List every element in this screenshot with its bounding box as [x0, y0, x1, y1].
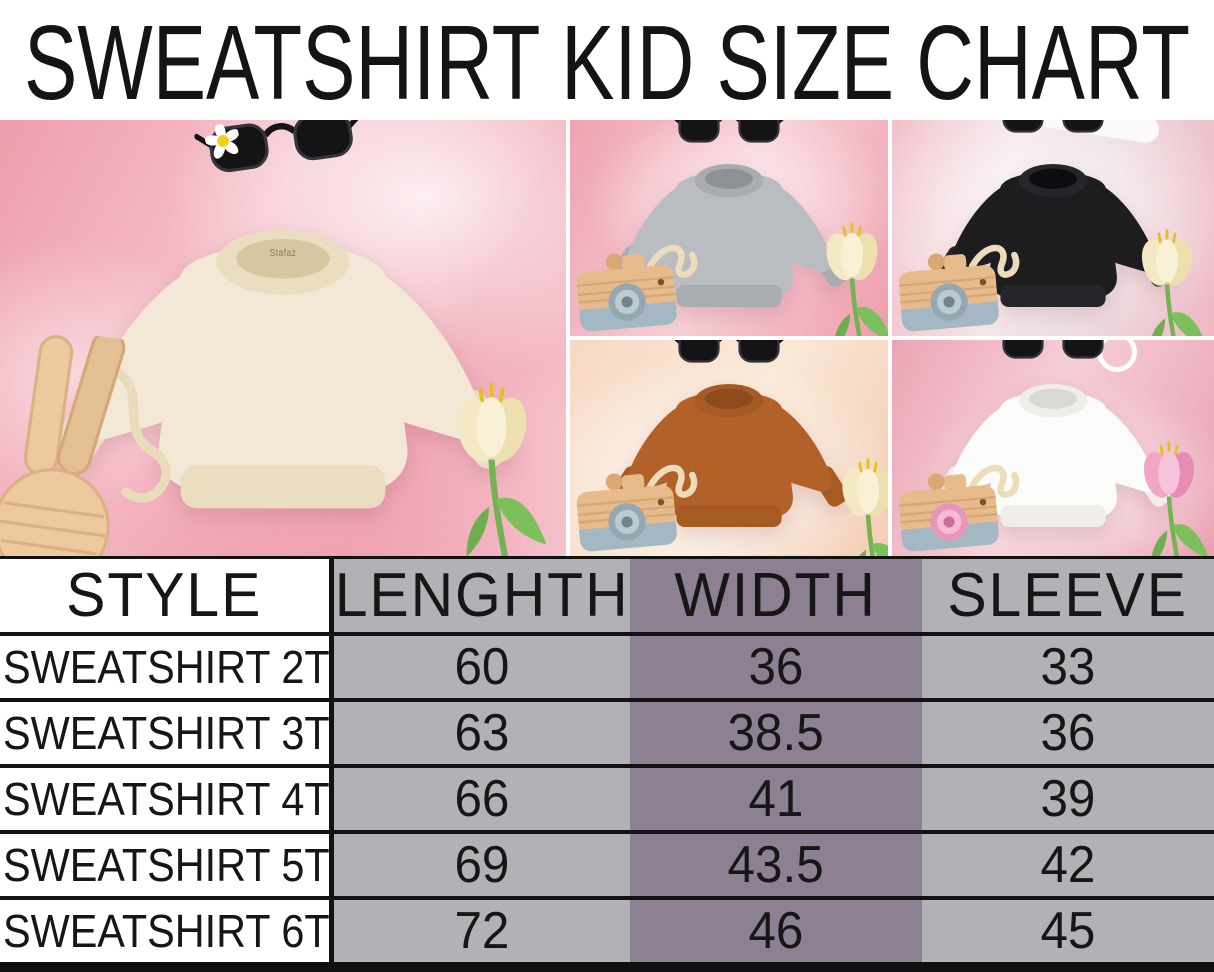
photo-white-sweatshirt — [892, 340, 1214, 556]
product-gallery: Stafaz — [0, 120, 1214, 556]
width-value: 36 — [748, 638, 804, 696]
photo-rust-sweatshirt — [570, 340, 888, 556]
title-graphic: SWEATSHIRT KID SIZE CHART — [24, 4, 1190, 118]
lenghth-value: 69 — [454, 836, 510, 894]
lenghth-value: 63 — [454, 704, 510, 762]
photo-gray-sweatshirt — [570, 120, 888, 336]
camera-toy-icon — [892, 453, 1038, 556]
sleeve-value: 33 — [1040, 638, 1096, 696]
camera-toy-icon — [570, 233, 716, 336]
wooden-bunny-toy-icon — [0, 330, 171, 556]
style-label: SWEATSHIRT 2T — [3, 641, 330, 693]
column-header-width: WIDTH — [630, 559, 922, 632]
style-cell: SWEATSHIRT 5T — [0, 834, 334, 896]
sleeve-value: 45 — [1040, 902, 1096, 960]
column-header-label: STYLE — [66, 561, 263, 630]
table-row-3t: SWEATSHIRT 3T 63 38.5 36 — [0, 698, 1214, 764]
table-row-5t: SWEATSHIRT 5T 69 43.5 42 — [0, 830, 1214, 896]
width-cell: 46 — [630, 900, 922, 962]
column-header-style: STYLE — [0, 559, 334, 632]
camera-toy-icon — [892, 233, 1038, 336]
title-band: SWEATSHIRT KID SIZE CHART — [0, 0, 1214, 120]
lenghth-cell: 72 — [334, 900, 630, 962]
sleeve-value: 42 — [1040, 836, 1096, 894]
tulip-flower-icon — [822, 454, 888, 556]
white-ring-icon — [1097, 340, 1137, 372]
width-value: 38.5 — [727, 704, 825, 762]
photo-black-sweatshirt — [892, 120, 1214, 336]
column-header-label: WIDTH — [674, 561, 878, 630]
sleeve-cell: 36 — [922, 702, 1214, 764]
tulip-flower-icon — [1122, 225, 1212, 336]
width-cell: 43.5 — [630, 834, 922, 896]
style-cell: SWEATSHIRT 6T — [0, 900, 334, 962]
tulip-flower-icon — [1124, 437, 1214, 556]
tulip-flower-icon — [806, 218, 888, 336]
gallery-column-middle — [570, 120, 888, 556]
style-label: SWEATSHIRT 5T — [3, 839, 330, 891]
width-cell: 41 — [630, 768, 922, 830]
width-cell: 38.5 — [630, 702, 922, 764]
sleeve-cell: 33 — [922, 636, 1214, 698]
column-header-label: LENGHTH — [334, 561, 630, 630]
sleeve-cell: 45 — [922, 900, 1214, 962]
column-header-sleeve: SLEEVE — [922, 559, 1214, 632]
width-cell: 36 — [630, 636, 922, 698]
style-label: SWEATSHIRT 4T — [3, 773, 330, 825]
table-row-6t: SWEATSHIRT 6T 72 46 45 — [0, 896, 1214, 962]
column-header-lenghth: LENGHTH — [334, 559, 630, 632]
style-cell: SWEATSHIRT 2T — [0, 636, 334, 698]
style-label: SWEATSHIRT 3T — [3, 707, 330, 759]
style-label: SWEATSHIRT 6T — [3, 905, 330, 957]
lenghth-cell: 69 — [334, 834, 630, 896]
sleeve-value: 36 — [1040, 704, 1096, 762]
tulip-flower-icon — [429, 377, 554, 557]
table-header-row: STYLE LENGHTH WIDTH SLEEVE — [0, 559, 1214, 632]
lenghth-value: 66 — [454, 770, 510, 828]
sleeve-cell: 39 — [922, 768, 1214, 830]
page-title: SWEATSHIRT KID SIZE CHART — [24, 4, 1190, 118]
lenghth-value: 72 — [454, 902, 510, 960]
width-value: 41 — [748, 770, 804, 828]
table-row-2t: SWEATSHIRT 2T 60 36 33 — [0, 632, 1214, 698]
style-cell: SWEATSHIRT 4T — [0, 768, 334, 830]
daisy-flower-icon — [204, 122, 240, 159]
lenghth-cell: 66 — [334, 768, 630, 830]
table-bottom-border — [0, 962, 1214, 972]
sleeve-value: 39 — [1040, 770, 1096, 828]
lenghth-cell: 60 — [334, 636, 630, 698]
photo-cream-sweatshirt: Stafaz — [0, 120, 566, 556]
width-value: 43.5 — [727, 836, 825, 894]
brand-label: Stafaz — [269, 248, 297, 259]
column-header-label: SLEEVE — [947, 561, 1189, 630]
lenghth-cell: 63 — [334, 702, 630, 764]
lenghth-value: 60 — [454, 638, 510, 696]
style-cell: SWEATSHIRT 3T — [0, 702, 334, 764]
sleeve-cell: 42 — [922, 834, 1214, 896]
size-chart-table: STYLE LENGHTH WIDTH SLEEVE SWEATSHIRT 2T… — [0, 556, 1214, 972]
width-value: 46 — [748, 902, 804, 960]
table-row-4t: SWEATSHIRT 4T 66 41 39 — [0, 764, 1214, 830]
camera-toy-icon — [570, 453, 716, 556]
gallery-column-right — [892, 120, 1214, 556]
